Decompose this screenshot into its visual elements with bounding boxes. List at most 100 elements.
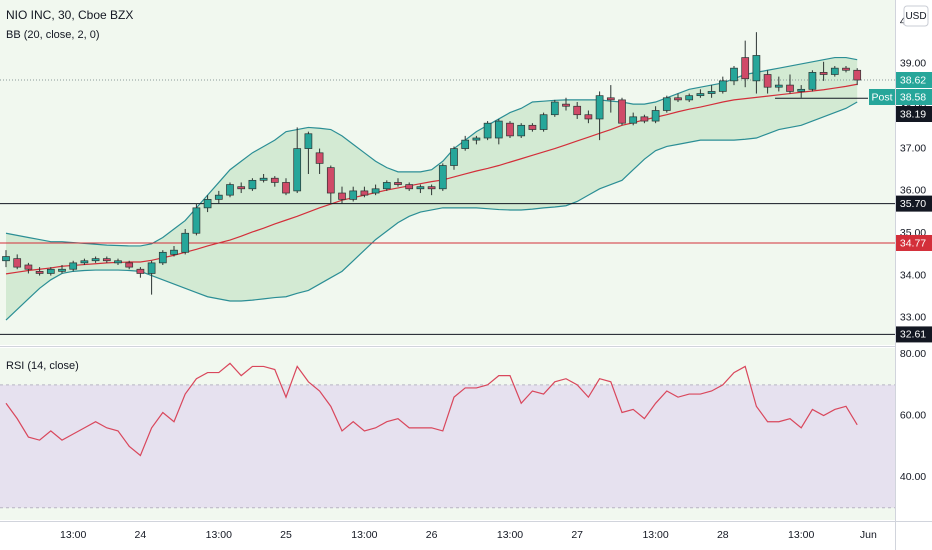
y-tick-label: 39.00: [900, 58, 926, 70]
x-tick-label: Jun: [860, 529, 877, 541]
rsi-band: [0, 384, 895, 508]
candle-body: [192, 207, 201, 234]
candle-body: [416, 186, 425, 190]
y-tick-label: 37.00: [900, 142, 926, 154]
x-tick-label: 24: [135, 529, 147, 541]
candle-body: [35, 270, 44, 274]
candle-body: [528, 124, 537, 130]
bb-line: [5, 83, 858, 275]
price-label-box: [896, 234, 932, 251]
rsi-line: [5, 362, 858, 457]
price-label-box: [896, 106, 932, 123]
price-label: 32.61: [900, 329, 926, 341]
price-label-box: [896, 72, 932, 89]
candle-body: [539, 114, 548, 130]
candle-body: [786, 84, 794, 92]
candle-body: [718, 80, 727, 92]
candle-body: [830, 67, 839, 75]
candle-body: [427, 186, 436, 190]
line-layer: [0, 56, 895, 457]
candle-body: [674, 97, 682, 101]
candle-body: [405, 184, 414, 190]
x-tick-label: 13:00: [788, 529, 814, 541]
candle-body: [181, 232, 190, 253]
y-tick-label: 34.00: [900, 269, 926, 281]
candle-body: [483, 122, 492, 139]
candle-body: [102, 258, 111, 262]
candle-body: [136, 268, 145, 274]
candle-body: [293, 148, 302, 192]
candle-body: [24, 264, 33, 270]
candle-body: [808, 72, 817, 90]
candle-body: [394, 182, 402, 185]
candle-body: [2, 256, 10, 262]
x-tick-label: 13:00: [351, 529, 377, 541]
candle-body: [315, 152, 324, 164]
price-label: 38.58: [900, 91, 926, 103]
candle-body: [472, 137, 481, 141]
x-tick-label: 13:00: [60, 529, 86, 541]
candle-body: [147, 262, 156, 274]
x-tick-label: 28: [717, 529, 729, 541]
candle-body: [259, 177, 268, 181]
candle-body: [58, 268, 66, 272]
candle-body: [158, 251, 167, 264]
candle-body: [382, 182, 391, 190]
candle-body: [629, 116, 638, 124]
price-label: 34.77: [900, 237, 926, 249]
price-label: 38.62: [900, 74, 926, 86]
currency-box[interactable]: [903, 5, 929, 27]
candle-body: [270, 177, 279, 183]
candle-body: [550, 101, 559, 116]
y-tick-label: 40.00: [900, 471, 926, 483]
candle-body: [606, 97, 615, 101]
candle-body: [438, 165, 447, 190]
y-tick-label: 60.00: [900, 409, 926, 421]
candle-body: [203, 199, 212, 209]
bb-line: [5, 56, 858, 247]
price-tag: Post: [871, 91, 892, 103]
candle-body: [69, 262, 78, 270]
bb-line: [5, 101, 858, 321]
candle-body: [707, 91, 716, 94]
candle-body: [214, 194, 223, 200]
candle-body: [170, 249, 178, 255]
rsi-legend: RSI (14, close): [6, 360, 79, 372]
candle-body: [461, 139, 470, 149]
candle-layer: [2, 32, 862, 295]
candle-body: [248, 179, 257, 190]
price-label-box: [896, 89, 932, 106]
candle-body: [752, 55, 761, 82]
indicator-legend: BB (20, close, 2, 0): [6, 29, 100, 41]
candle-body: [640, 116, 649, 122]
candle-body: [13, 258, 22, 268]
candle-body: [685, 95, 694, 101]
candle-body: [326, 167, 335, 194]
candle-body: [595, 95, 604, 120]
price-label: 38.19: [900, 108, 926, 120]
candle-body: [517, 124, 526, 137]
x-tick-label: 13:00: [497, 529, 523, 541]
price-label-box: [896, 326, 932, 343]
candle-body: [91, 258, 100, 262]
candle-body: [819, 72, 828, 75]
chart-title: NIO INC, 30, Cboe BZX: [6, 8, 133, 22]
candle-body: [662, 97, 671, 111]
currency: USD: [905, 11, 926, 22]
y-tick-label: 33.00: [900, 312, 926, 324]
candle-body: [730, 67, 738, 82]
candle-body: [304, 133, 313, 149]
x-tick-label: 13:00: [642, 529, 668, 541]
candle-body: [349, 190, 358, 200]
candle-body: [450, 148, 458, 166]
candle-body: [584, 114, 593, 120]
candle-body: [114, 260, 122, 264]
price-label-box: [896, 195, 932, 212]
axis-layer: 40.0039.0038.0037.0036.0035.0034.0033.00…: [60, 15, 932, 541]
candle-body: [562, 103, 570, 107]
price-tag-box: [869, 89, 895, 106]
x-tick-label: 25: [280, 529, 292, 541]
candle-body: [774, 84, 783, 88]
